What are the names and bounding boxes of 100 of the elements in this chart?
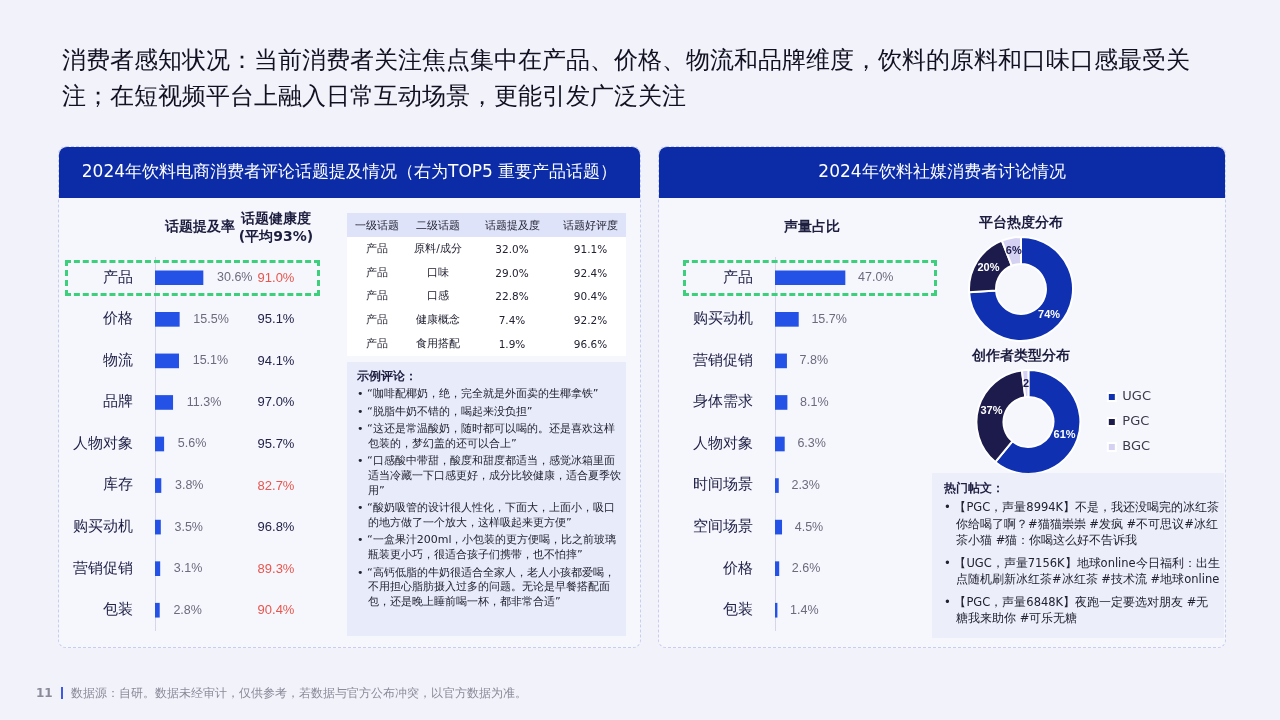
bar (775, 561, 780, 576)
text: 热门帖文： (944, 480, 1005, 497)
text: 2024年饮料电商消费者评论话题提及情况（右为TOP5 重要产品话题） (58, 146, 641, 197)
text: 29.0% (495, 266, 529, 279)
bar (775, 395, 788, 410)
y-tick-label: 时间场景 (693, 475, 753, 494)
text: • 【PGC，声量8994K】不是，我还没喝完的冰红茶你给喝了啊？#猫猫崇崇 #发疯 #不可思议#冰红茶小猫 #猫：你喝这么好不告诉我 (944, 499, 1220, 549)
text: 32.0% (495, 242, 529, 255)
bar (775, 353, 787, 369)
category-label: 话题好评度 (562, 217, 619, 233)
bar (155, 478, 162, 493)
y-tick-label: 产品 (103, 267, 133, 286)
bar (775, 312, 799, 327)
text: 原料/成分 (414, 241, 462, 254)
text: 产品 (366, 289, 388, 302)
legend-label: UGC (1122, 388, 1152, 404)
text: 产品 (366, 241, 388, 254)
y-tick-label: 品牌 (103, 392, 133, 411)
data-label: 89.3% (256, 559, 296, 578)
y-tick-label: 产品 (723, 267, 753, 286)
text: • “口感酸中带甜，酸度和甜度都适当，感觉冰箱里面适当冷藏一下口感更好，成分比较健康，适合夏季饮用” (357, 454, 622, 499)
text: 口感 (427, 289, 449, 302)
text: 2024年饮料社媒消费者讨论情况 (658, 146, 1226, 197)
text: (平均93%) (238, 228, 314, 244)
y-tick-label: 包装 (103, 600, 133, 619)
data-label: 3.1% (173, 561, 203, 576)
bar (155, 602, 160, 618)
data-label: 11.3% (186, 394, 222, 409)
text: 消费者感知状况：当前消费者关注焦点集中在产品、价格、物流和品牌维度，饮料的原料和口味口感最受关注；在短视频平台上融入日常互动场景，更能引发广泛关注 (62, 45, 1191, 112)
text: 产品 (366, 265, 388, 278)
data-label: 95.1% (256, 310, 296, 329)
y-tick-label: 营销促销 (73, 558, 133, 577)
data-label: 2.6% (791, 561, 821, 576)
bar (155, 270, 204, 286)
text: 7.4% (498, 314, 526, 327)
text: 健康概念 (416, 313, 460, 326)
data-label: 94.1% (256, 351, 296, 370)
data-label: 8.1% (800, 394, 829, 409)
text: 92.4% (573, 266, 608, 279)
data-label: 96.8% (256, 518, 296, 537)
data-label: 37% (980, 404, 1003, 417)
bar (155, 312, 180, 327)
data-label: 3.5% (174, 519, 203, 534)
text: 1.9% (498, 338, 526, 351)
data-label: 5.6% (177, 436, 207, 451)
data-label: 47.0% (858, 270, 894, 285)
bar (155, 395, 174, 410)
y-tick-label: 人物对象 (693, 433, 753, 452)
bar (775, 270, 846, 286)
data-label: 30.6% (217, 270, 253, 285)
category-label: 二级话题 (415, 217, 461, 233)
text: • “一盒果汁200ml，小包装的更方便喝，比之前玻璃瓶装更小巧，很适合孩子们携带，也不怕摔” (357, 533, 618, 563)
bar (775, 436, 785, 452)
y-tick-label: 物流 (103, 350, 133, 369)
text: 数据源：自研。数据未经审计，仅供参考，若数据与官方公布冲突，以官方数据为准。 (70, 685, 527, 701)
bar (155, 519, 161, 535)
text: • 【UGC，声量7156K】地球online今日福利：出生点随机刷新冰红茶#冰红茶 #技术流 #地球online (944, 554, 1220, 588)
data-label: 15.5% (193, 311, 229, 326)
data-label: 15.7% (811, 311, 847, 326)
legend-label: BGC (1122, 438, 1151, 454)
chart-subtitle: 声量占比 (783, 217, 841, 235)
chart-title: 创作者类型分布 (971, 346, 1071, 364)
data-label: 3.8% (174, 478, 204, 493)
data-label: 61% (1053, 428, 1076, 441)
data-label: 82.7% (256, 476, 296, 495)
bar (155, 436, 165, 452)
chart-subtitle: 话题提及率 (165, 218, 235, 234)
bar (775, 478, 779, 493)
text: 96.6% (573, 338, 608, 351)
chart-title: 平台热度分布 (978, 213, 1064, 231)
text: • “这还是常温酸奶，随时都可以喝的。还是喜欢这样包装的，梦幻盖的还可以合上” (357, 422, 616, 452)
y-tick-label: 营销促销 (693, 350, 753, 369)
y-tick-label: 包装 (723, 600, 753, 619)
data-label: 91.0% (257, 269, 295, 285)
text: 口味 (427, 265, 449, 278)
data-label: 2.8% (173, 602, 202, 617)
text: 产品 (366, 313, 388, 326)
y-tick-label: 购买动机 (73, 517, 133, 535)
text: 22.8% (495, 290, 529, 303)
y-tick-label: 空间场景 (693, 517, 753, 535)
bar (155, 353, 180, 369)
data-label: 90.4% (256, 601, 296, 620)
text: • “咖啡配椰奶，绝，完全就是外面卖的生椰拿铁” (357, 387, 600, 402)
text: 11 (36, 685, 53, 701)
data-label: 15.1% (192, 353, 229, 368)
text: • 【PGC，声量6848K】夜跑一定要选对朋友 #无糖我来助你 #可乐无糖 (944, 593, 1210, 627)
category-label: 一级话题 (354, 217, 400, 233)
text: 产品 (366, 337, 388, 350)
text: • “脱脂牛奶不错的，喝起来没负担” (357, 404, 534, 420)
text: 示例评论： (357, 368, 418, 385)
data-label: 7.8% (799, 353, 829, 368)
y-tick-label: 价格 (102, 309, 133, 328)
data-label: 1.4% (790, 602, 819, 617)
y-tick-label: 身体需求 (693, 392, 753, 411)
legend-label: PGC (1122, 413, 1150, 429)
data-label: 2 (1022, 376, 1030, 389)
y-tick-label: 人物对象 (73, 433, 133, 452)
data-label: 74% (1038, 308, 1061, 321)
text: 91.1% (573, 242, 608, 255)
text: • “高钙低脂的牛奶很适合全家人，老人小孩都爱喝，不用担心脂肪摄入过多的问题。无论是早餐搭配面包，还是晚上睡前喝一杯，都非常合适” (357, 565, 616, 610)
